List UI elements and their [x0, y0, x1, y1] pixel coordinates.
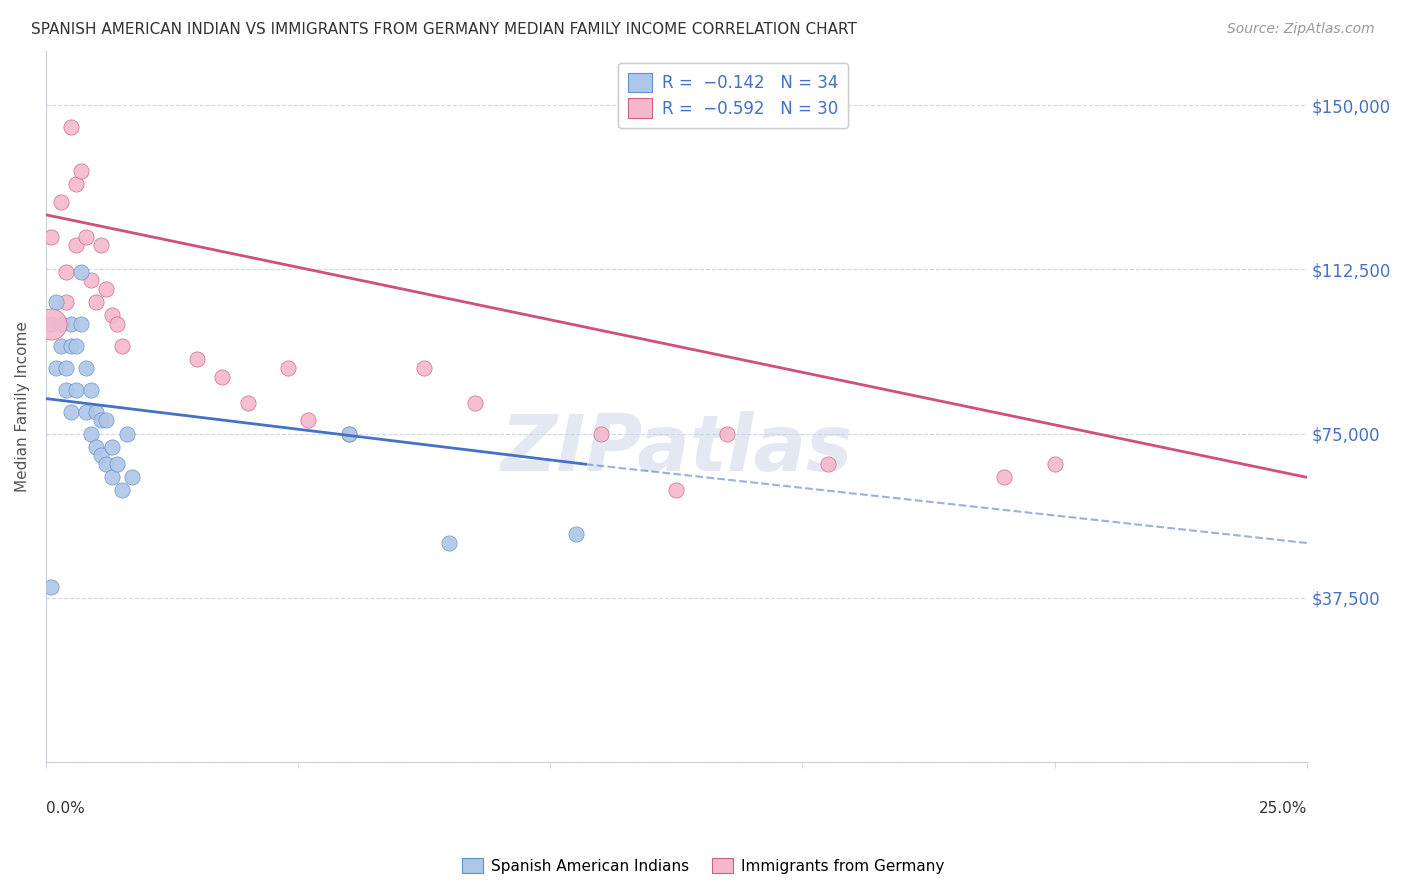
Point: [100, 440, 122, 454]
Legend: Spanish American Indians, Immigrants from Germany: Spanish American Indians, Immigrants fro…: [456, 852, 950, 880]
Point: [60, 120, 83, 135]
Point: [65, 383, 87, 397]
Point: [86, 440, 108, 454]
Point: [121, 470, 143, 484]
Point: [65, 339, 87, 353]
Point: [65, 238, 87, 252]
Point: [55, 383, 77, 397]
Point: [716, 426, 738, 441]
Point: [39, 580, 62, 594]
Point: [96, 457, 118, 471]
Point: [55, 265, 77, 279]
Point: [70, 317, 93, 331]
Point: [96, 413, 118, 427]
Point: [105, 457, 128, 471]
Point: [90, 449, 112, 463]
Point: [39, 229, 62, 244]
Point: [337, 426, 360, 441]
Point: [464, 396, 486, 410]
Point: [993, 470, 1015, 484]
Point: [100, 470, 122, 484]
Point: [80, 426, 103, 441]
Point: [60, 405, 83, 419]
Point: [105, 317, 128, 331]
Point: [211, 369, 233, 384]
Point: [413, 360, 436, 375]
Point: [49, 317, 72, 331]
Point: [111, 483, 134, 498]
Point: [100, 309, 122, 323]
Point: [65, 177, 87, 191]
Point: [60, 317, 83, 331]
Point: [75, 360, 97, 375]
Point: [70, 265, 93, 279]
Point: [236, 396, 259, 410]
Point: [90, 413, 112, 427]
Text: Source: ZipAtlas.com: Source: ZipAtlas.com: [1227, 22, 1375, 37]
Point: [80, 383, 103, 397]
Point: [589, 426, 612, 441]
Point: [90, 238, 112, 252]
Point: [70, 164, 93, 178]
Text: 0.0%: 0.0%: [46, 801, 84, 816]
Point: [86, 295, 108, 310]
Point: [186, 352, 208, 367]
Point: [39, 317, 62, 331]
Y-axis label: Median Family Income: Median Family Income: [15, 321, 30, 491]
Point: [49, 194, 72, 209]
Point: [45, 360, 67, 375]
Point: [277, 360, 299, 375]
Point: [96, 282, 118, 296]
Legend: R =  −0.142   N = 34, R =  −0.592   N = 30: R = −0.142 N = 34, R = −0.592 N = 30: [619, 62, 848, 128]
Point: [39, 317, 62, 331]
Point: [55, 295, 77, 310]
Text: SPANISH AMERICAN INDIAN VS IMMIGRANTS FROM GERMANY MEDIAN FAMILY INCOME CORRELAT: SPANISH AMERICAN INDIAN VS IMMIGRANTS FR…: [31, 22, 856, 37]
Point: [337, 426, 360, 441]
Point: [297, 413, 319, 427]
Point: [45, 295, 67, 310]
Point: [86, 405, 108, 419]
Text: ZIPatlas: ZIPatlas: [501, 411, 852, 487]
Point: [1043, 457, 1066, 471]
Point: [60, 339, 83, 353]
Point: [439, 536, 461, 550]
Point: [75, 405, 97, 419]
Point: [564, 527, 586, 541]
Point: [817, 457, 839, 471]
Point: [111, 339, 134, 353]
Point: [80, 273, 103, 287]
Point: [49, 339, 72, 353]
Point: [75, 229, 97, 244]
Point: [665, 483, 688, 498]
Point: [115, 426, 138, 441]
Point: [55, 360, 77, 375]
Text: 25.0%: 25.0%: [1258, 801, 1306, 816]
